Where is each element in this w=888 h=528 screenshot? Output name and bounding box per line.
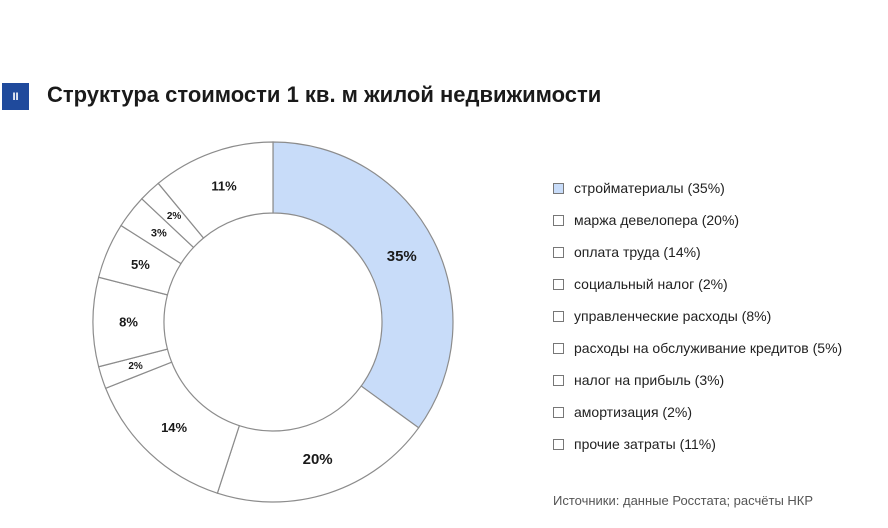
legend-label: прочие затраты (11%)	[574, 436, 716, 452]
legend-label: расходы на обслуживание кредитов (5%)	[574, 340, 843, 356]
slice-data-label: 14%	[161, 420, 187, 435]
legend-item: управленческие расходы (8%)	[553, 300, 842, 332]
source-note: Источники: данные Росстата; расчёты НКР	[553, 493, 814, 508]
legend-label: социальный налог (2%)	[574, 276, 728, 292]
legend-item: расходы на обслуживание кредитов (5%)	[553, 332, 842, 364]
legend-item: маржа девелопера (20%)	[553, 204, 842, 236]
legend-swatch	[553, 278, 564, 290]
legend-label: стройматериалы (35%)	[574, 180, 725, 196]
slice-data-label: 20%	[303, 451, 333, 468]
chart-legend: стройматериалы (35%) маржа девелопера (20…	[553, 172, 842, 460]
slice-data-label: 2%	[167, 211, 182, 222]
legend-item: прочие затраты (11%)	[553, 428, 842, 460]
chart-title: Структура стоимости 1 кв. м жилой недвиж…	[47, 82, 602, 107]
legend-label: оплата труда (14%)	[574, 244, 701, 260]
donut-slice	[272, 141, 454, 429]
section-badge: II	[2, 83, 29, 110]
slice-data-label: 11%	[211, 179, 237, 194]
legend-swatch	[553, 310, 564, 322]
legend-item: стройматериалы (35%)	[553, 172, 842, 204]
donut-chart: 35%20%14%2%8%5%3%2%11%	[92, 141, 454, 503]
slice-data-label: 35%	[387, 248, 417, 265]
legend-label: амортизация (2%)	[574, 404, 692, 420]
legend-label: налог на прибыль (3%)	[574, 372, 725, 388]
slice-data-label: 5%	[131, 257, 150, 272]
legend-item: налог на прибыль (3%)	[553, 364, 842, 396]
slice-data-label: 2%	[128, 361, 143, 372]
donut-slice	[216, 385, 420, 503]
legend-item: оплата труда (14%)	[553, 236, 842, 268]
legend-swatch	[553, 438, 564, 450]
legend-swatch	[553, 246, 564, 258]
legend-label: маржа девелопера (20%)	[574, 212, 740, 228]
donut-slice	[157, 141, 274, 239]
slice-data-label: 8%	[119, 315, 138, 330]
legend-swatch	[553, 406, 564, 418]
legend-swatch	[553, 214, 564, 226]
legend-swatch	[553, 342, 564, 354]
legend-label: управленческие расходы (8%)	[574, 308, 772, 324]
slice-data-label: 3%	[151, 227, 167, 239]
legend-item: социальный налог (2%)	[553, 268, 842, 300]
legend-item: амортизация (2%)	[553, 396, 842, 428]
legend-swatch	[553, 374, 564, 386]
legend-swatch	[553, 182, 564, 194]
